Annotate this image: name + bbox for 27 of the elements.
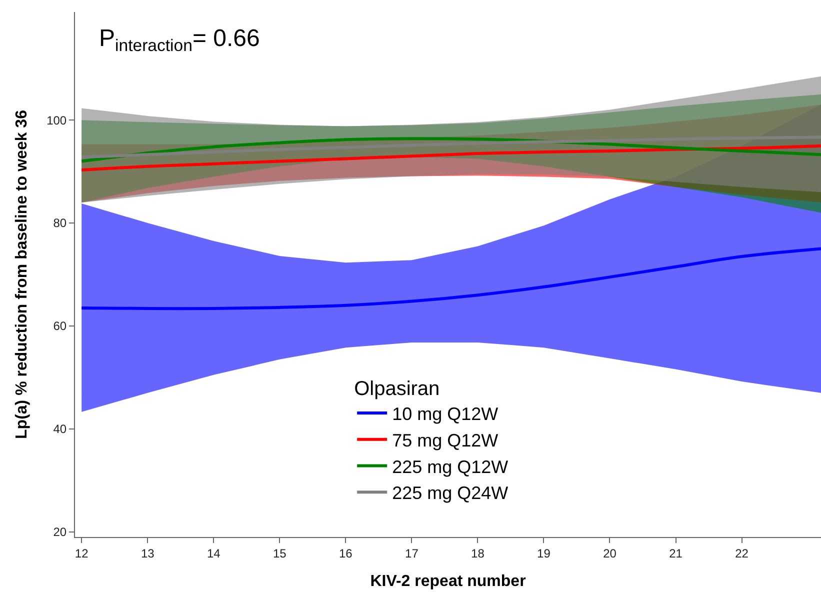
x-tick-label: 12	[74, 546, 89, 560]
line-series	[80, 247, 821, 310]
legend-title: Olpasiran	[354, 378, 440, 400]
x-tick-label: 19	[537, 546, 551, 560]
line-series	[80, 144, 821, 172]
y-tick-label: 60	[53, 319, 67, 334]
legend-label: 10 mg Q12W	[392, 404, 498, 424]
x-tick-label: 20	[603, 546, 617, 560]
x-tick-label: 13	[140, 546, 155, 560]
y-tick-label: 80	[53, 216, 67, 230]
y-tick-label: 20	[53, 525, 67, 540]
x-tick-label: 16	[338, 546, 353, 560]
legend-label: 225 mg Q12W	[392, 456, 508, 477]
x-tick-label: 18	[471, 546, 485, 560]
annotation: P$_{interaction}$= 0.66	[99, 25, 260, 56]
legend-label: 75 mg Q12W	[392, 430, 498, 450]
y-tick-label: 100	[46, 113, 67, 128]
y-tick-label: 40	[53, 422, 67, 436]
legend-label: 225 mg Q24W	[392, 483, 508, 504]
x-tick-label: 17	[405, 546, 419, 560]
x-tick-label: 22	[735, 546, 749, 560]
x-axis-title: KIV-2 repeat number	[370, 573, 526, 590]
x-tick-label: 21	[669, 546, 683, 560]
x-tick-label: 14	[206, 546, 221, 560]
x-tick-label: 15	[272, 546, 287, 560]
line-series	[80, 136, 821, 159]
y-axis-title: Lp(a) % reduction from baseline to week 36	[13, 110, 30, 439]
